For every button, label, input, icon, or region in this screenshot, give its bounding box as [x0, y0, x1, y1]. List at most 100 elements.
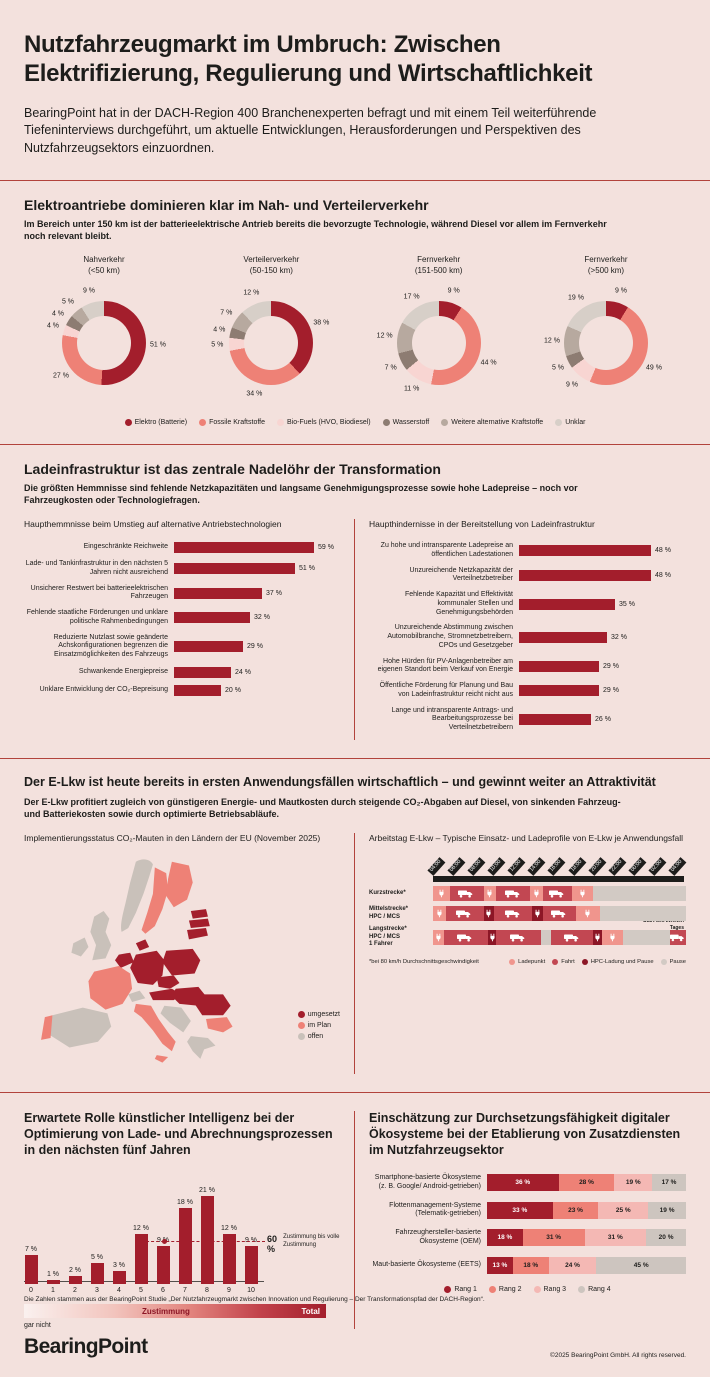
legend-item: Rang 1 — [444, 1285, 477, 1293]
timeline-segment-fahrt — [670, 930, 686, 945]
ki-bar — [112, 1271, 126, 1285]
legend-label: Fahrt — [561, 958, 575, 965]
bar-category-label: Reduzierte Nutzlast sowie geänderte Achs… — [53, 633, 168, 659]
bar-track: 29 % — [174, 641, 340, 653]
bar-category-label: Fehlende staatliche Förderungen und unkl… — [26, 609, 168, 625]
donut-title-range: (151-500 km) — [414, 265, 463, 275]
section-drivetrains: Elektroantriebe dominieren klar im Nah- … — [0, 181, 710, 444]
donut-chart: Nahverkehr (<50 km) 51 % 27 % 4 % 4 % 5 % 9 % — [24, 255, 184, 407]
legend-item: Fahrt — [552, 958, 575, 965]
donut-chart: Fernverkehr (>500 km) 9 % 49 % 9 % 5 % 12 % 19 … — [526, 255, 686, 407]
barriers-chart-title: Haupthemmnisse beim Umstieg auf alternat… — [24, 518, 282, 529]
charging-plug-icon — [487, 889, 492, 898]
ki-bar-value: 7 % — [24, 1246, 38, 1254]
timeline-segment-hpc — [483, 906, 495, 922]
bar — [174, 641, 243, 653]
timeline-segment-lade — [529, 886, 543, 902]
page-title: Nutzfahrzeugmarkt im Umbruch: Zwischen E… — [24, 31, 593, 88]
timeline-segment-fahrt — [443, 930, 488, 945]
ki-bar — [68, 1276, 82, 1285]
stacked-segment-rang4: 20 % — [646, 1229, 686, 1247]
time-label: 08:00 — [467, 857, 486, 876]
country-romania — [194, 994, 231, 1016]
divider — [0, 179, 710, 181]
donut-plot: 51 % 27 % 4 % 4 % 5 % 9 % — [29, 281, 179, 407]
copyright: ©2025 BearingPoint GmbH. All rights rese… — [550, 1352, 686, 1359]
timeline-bar — [433, 906, 686, 922]
ki-bar-item: 2 % 2 — [68, 1267, 82, 1294]
legend-label: im Plan — [307, 1022, 332, 1030]
ki-x-label: 6 — [161, 1287, 165, 1295]
source-note: Die Zahlen stammen aus der BearingPoint … — [24, 1296, 485, 1303]
bar-row: Unzureichende Abstimmung zwischen Automo… — [369, 624, 686, 650]
bar-row: Lange und intransparente Antrags- und Be… — [369, 707, 686, 733]
bar-value-label: 35 % — [619, 600, 635, 608]
ki-x-label: 8 — [205, 1287, 209, 1295]
bar-category-label: Unklare Entwicklung der CO₂-Bepreisung — [39, 686, 168, 694]
divider — [0, 1092, 710, 1094]
ki-bar-item: 7 % 0 — [24, 1246, 38, 1294]
series-legend-dot — [555, 418, 563, 426]
timeline-segment-fahrt — [445, 906, 484, 922]
timeline-row-label-line: Kurzstrecke* — [369, 890, 406, 896]
donut-title-name: Fernverkehr — [584, 254, 628, 264]
bar-row: Eingeschränkte Reichweite 59 % — [24, 542, 340, 554]
europe-map — [41, 859, 233, 1063]
stacked-row-label: Fahrzeughersteller-basierte Ökosysteme (… — [395, 1229, 481, 1245]
country-finland — [166, 861, 193, 908]
bar-category-label: Unsicherer Restwert bei batterieelektris… — [30, 584, 168, 601]
bar-row: Hohe Hürden für PV-Anlagenbetreiber am e… — [369, 658, 686, 676]
ki-bar-item: 12 % 5 — [133, 1225, 149, 1294]
ki-bar-value: 12 % — [221, 1225, 237, 1233]
ki-chart: 7 %01 %12 %25 %33 %412 %59 %618 %721 %81… — [24, 1174, 340, 1294]
timeline-legend: Ladepunkt Fahrt HPC-Ladung und Pause Pause — [509, 958, 686, 965]
country-italy — [133, 1004, 176, 1052]
ki-bar-value: 18 % — [177, 1199, 193, 1207]
bar-track: 32 % — [174, 612, 340, 624]
bar-category-label: Lange und intransparente Antrags- und Be… — [391, 706, 513, 732]
map-status-legend-dot — [297, 1022, 305, 1030]
series-legend-dot — [277, 418, 284, 426]
stacked-segment-rang2: 23 % — [552, 1201, 599, 1219]
ki-x-label: 4 — [117, 1287, 121, 1295]
legend-item: Bio-Fuels (HVO, Biodiesel) — [277, 418, 371, 426]
obstacles-chart-column: Haupthindernisse in der Bereitstellung v… — [355, 519, 686, 740]
bar-track: 48 % — [519, 545, 686, 557]
timeline-axis-band — [433, 876, 684, 883]
legend-item: Rang 4 — [578, 1285, 611, 1293]
donut-value-label: 44 % — [480, 359, 497, 367]
bar — [174, 563, 295, 575]
country-greece — [187, 1036, 216, 1060]
section-elkw-subtitle: Der E-Lkw profitiert zugleich von günsti… — [24, 796, 621, 820]
bar-value-label: 32 % — [254, 614, 270, 622]
country-bulgaria — [206, 1017, 233, 1033]
country-czechia — [156, 975, 180, 989]
legend-item: Pause — [660, 958, 686, 965]
time-label: 22:00 — [608, 857, 626, 876]
donut-plot: 9 % 49 % 9 % 5 % 12 % 19 % — [531, 281, 681, 407]
country-denmark — [135, 939, 150, 952]
bar-row: Öffentliche Förderung für Planung und Ba… — [369, 682, 686, 700]
ki-bar-value: 1 % — [46, 1271, 60, 1279]
ki-bar — [46, 1280, 60, 1285]
stacked-bar: 36 % 28 % 19 % 17 % — [487, 1174, 686, 1192]
truck-icon — [549, 890, 564, 898]
country-sweden — [141, 867, 169, 934]
donut-hole — [244, 315, 299, 370]
ki-bar-value: 5 % — [90, 1254, 104, 1262]
bar — [519, 569, 651, 581]
timeline-segment-pause — [599, 906, 686, 922]
bar-track: 35 % — [519, 598, 686, 610]
country-balkans — [160, 1006, 191, 1033]
charging-plug-icon — [595, 933, 600, 942]
ki-annotation-label: Zustimmung bis volle Zustimmung — [283, 1234, 340, 1248]
legend-label: umgesetzt — [307, 1011, 340, 1019]
stacked-row: Maut-basierte Ökosysteme (EETS) 13 % 18 % 2… — [369, 1256, 686, 1274]
legend-label: Bio-Fuels (HVO, Biodiesel) — [287, 418, 371, 426]
legend-item: HPC-Ladung und Pause — [581, 958, 654, 965]
charging-plug-icon — [585, 909, 590, 918]
map-title: Implementierungsstatus CO₂-Mauten in den… — [24, 832, 321, 843]
timeline-row-label-line: HPC / MCS — [369, 933, 401, 940]
donut-hole — [578, 315, 633, 370]
bar-value-label: 37 % — [266, 589, 282, 597]
